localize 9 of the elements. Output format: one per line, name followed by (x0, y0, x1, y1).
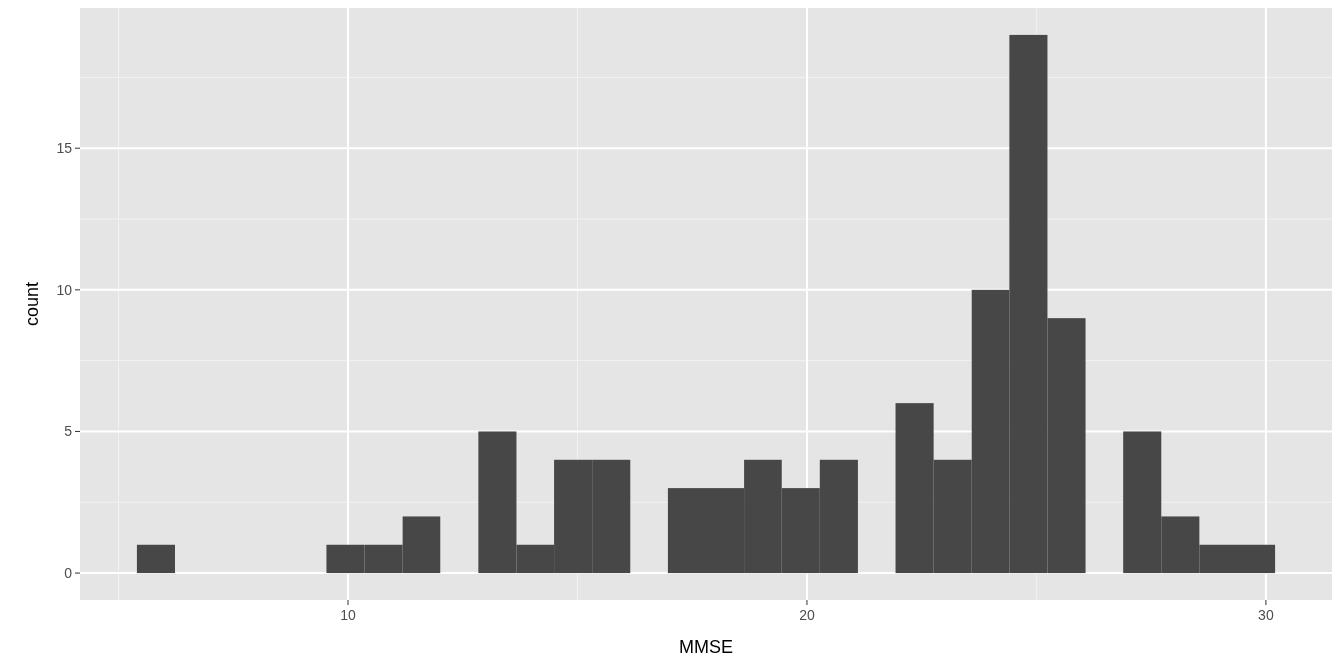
y-axis-title: count (22, 281, 42, 327)
y-tick-label: 0 (64, 565, 73, 582)
y-tick-label: 5 (64, 423, 73, 440)
y-tick-label: 10 (56, 281, 73, 298)
x-tick-label: 20 (799, 607, 815, 623)
x-tick-label: 30 (1258, 607, 1274, 623)
x-tick-label: 10 (340, 607, 357, 623)
y-tick-label: 15 (56, 140, 73, 157)
x-axis-title: MMSE (679, 637, 733, 657)
